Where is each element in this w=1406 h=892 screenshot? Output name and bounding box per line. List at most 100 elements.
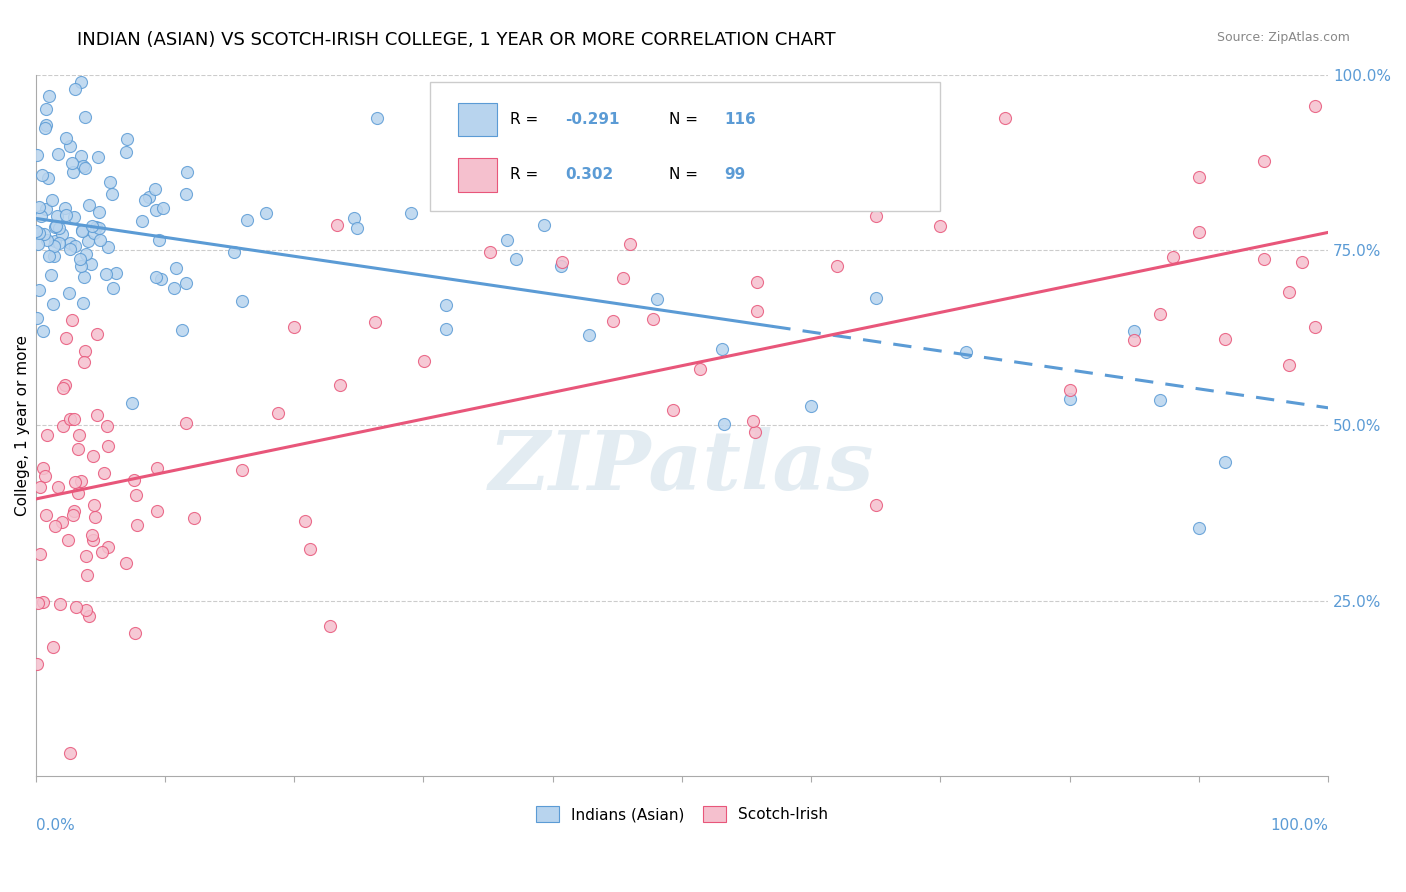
- Point: [37, 170, 59, 185]
- Point: [121, 396, 143, 410]
- Point: [163, 281, 186, 295]
- Point: [97, 439, 120, 453]
- Point: [42, 239, 65, 253]
- Point: [69, 149, 91, 163]
- Point: [87, 150, 110, 164]
- Point: [741, 414, 763, 428]
- Point: [31, 168, 53, 182]
- Point: [533, 218, 555, 232]
- Point: [25, 310, 48, 325]
- Point: [1188, 226, 1211, 240]
- Point: [298, 541, 321, 556]
- Point: [35, 202, 58, 216]
- Point: [41, 193, 63, 207]
- Point: [1149, 392, 1171, 407]
- Point: [115, 131, 138, 145]
- Point: [83, 498, 105, 512]
- Point: [82, 528, 104, 542]
- Point: [550, 259, 572, 273]
- Point: [131, 214, 153, 228]
- Point: [125, 517, 148, 532]
- Point: [28, 200, 51, 214]
- Point: [479, 244, 502, 259]
- Point: [66, 442, 89, 456]
- Point: [76, 568, 98, 582]
- Text: R =: R =: [510, 112, 543, 127]
- Text: 99: 99: [724, 168, 745, 182]
- Point: [77, 234, 100, 248]
- Y-axis label: College, 1 year or more: College, 1 year or more: [15, 334, 30, 516]
- Text: 116: 116: [724, 112, 756, 127]
- Point: [59, 746, 82, 760]
- Point: [86, 220, 108, 235]
- Point: [1303, 320, 1326, 334]
- Point: [39, 268, 62, 282]
- Point: [73, 355, 96, 369]
- Point: [662, 403, 685, 417]
- Point: [65, 600, 87, 615]
- Point: [1253, 154, 1275, 169]
- Point: [97, 540, 120, 554]
- Text: 0.302: 0.302: [565, 168, 614, 182]
- Point: [413, 353, 436, 368]
- Point: [149, 271, 172, 285]
- Point: [122, 473, 145, 487]
- Point: [34, 119, 56, 133]
- Point: [28, 227, 51, 241]
- Point: [146, 504, 169, 518]
- Point: [236, 213, 259, 227]
- Point: [1303, 98, 1326, 112]
- Point: [45, 219, 67, 233]
- Point: [100, 186, 122, 201]
- Point: [96, 418, 118, 433]
- Point: [70, 225, 93, 239]
- Point: [56, 533, 79, 547]
- FancyBboxPatch shape: [458, 103, 496, 136]
- Point: [1123, 333, 1146, 347]
- Point: [44, 519, 66, 533]
- Point: [434, 298, 457, 312]
- Point: [60, 312, 83, 326]
- Point: [65, 82, 87, 96]
- Point: [62, 508, 84, 522]
- Point: [72, 159, 94, 173]
- Point: [1123, 324, 1146, 338]
- Point: [399, 205, 422, 219]
- Point: [46, 480, 69, 494]
- Point: [100, 175, 122, 189]
- Point: [73, 161, 96, 175]
- Point: [46, 146, 69, 161]
- Point: [689, 362, 711, 376]
- Point: [1278, 285, 1301, 299]
- Point: [86, 327, 108, 342]
- Point: [25, 224, 48, 238]
- Point: [75, 603, 97, 617]
- Point: [115, 145, 138, 159]
- Point: [89, 204, 111, 219]
- FancyBboxPatch shape: [430, 81, 941, 211]
- Point: [1149, 307, 1171, 321]
- Point: [865, 209, 887, 223]
- Point: [73, 269, 96, 284]
- Point: [124, 626, 146, 640]
- Point: [145, 202, 167, 217]
- Point: [145, 460, 167, 475]
- Point: [80, 257, 103, 271]
- Point: [124, 488, 146, 502]
- Point: [44, 220, 66, 235]
- Point: [82, 450, 104, 464]
- Text: -0.291: -0.291: [565, 112, 620, 127]
- Point: [72, 296, 94, 310]
- Point: [366, 111, 388, 125]
- Point: [34, 120, 56, 135]
- Point: [38, 249, 60, 263]
- Point: [641, 312, 664, 326]
- Point: [148, 233, 170, 247]
- Point: [67, 486, 90, 500]
- Point: [744, 425, 766, 439]
- Point: [32, 461, 55, 475]
- Point: [283, 320, 305, 334]
- Point: [83, 227, 105, 241]
- Point: [44, 234, 66, 248]
- Point: [1278, 358, 1301, 372]
